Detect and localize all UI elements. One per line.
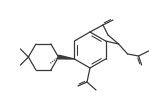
Polygon shape xyxy=(58,55,74,59)
